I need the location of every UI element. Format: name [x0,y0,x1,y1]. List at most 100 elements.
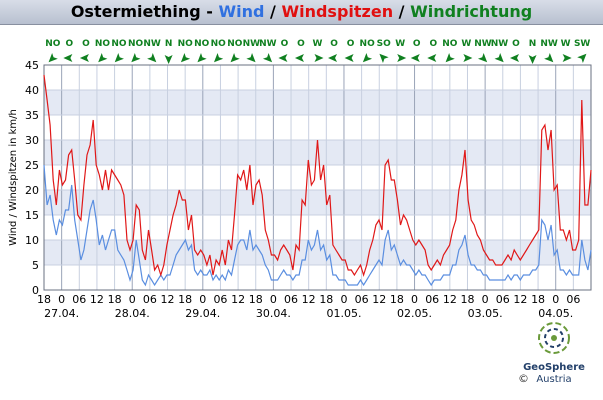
wind-direction-arrow-icon [544,53,554,63]
wind-direction-arrow-icon [230,53,240,63]
x-tick-label: 18 [460,293,474,306]
arrow-head [528,55,537,64]
wind-direction-label: NO [227,39,243,49]
copyright: © [518,372,529,385]
wind-direction-arrow-icon [278,54,288,62]
x-tick-label: 12 [372,293,386,306]
title-separator: - [200,2,219,21]
wind-direction-arrow-icon [562,54,572,62]
wind-direction-arrow-icon [79,54,89,62]
grid-band [44,90,591,115]
x-tick-label: 0 [552,293,559,306]
title-wind: Wind [218,2,265,21]
arrow-head [544,53,554,63]
wind-direction-label: NW [259,39,277,49]
arrow-head [131,53,141,63]
wind-direction-label: NW [474,39,492,49]
date-label: 28.04. [115,307,150,320]
x-tick-label: 06 [213,293,227,306]
wind-direction-arrow-icon [214,53,224,63]
arrow-head [510,54,520,62]
wind-direction-label: N [529,39,537,49]
x-tick-label: 18 [178,293,192,306]
arrow-head [494,53,504,63]
wind-direction-label: NW [243,39,261,49]
logo-name: GeoSphere [523,362,585,373]
date-label: 02.05. [397,307,432,320]
arrow-head [427,54,437,62]
wind-direction-label: W [313,39,323,49]
wind-direction-label: W [461,39,471,49]
wind-direction-label: NO [194,39,210,49]
wind-direction-arrow-icon [494,53,504,63]
x-tick-label: 18 [531,293,545,306]
arrow-head [344,54,354,62]
wind-direction-arrow-icon [114,53,124,63]
x-tick-label: 12 [161,293,175,306]
wind-direction-label: NW [491,39,509,49]
wind-direction-label: SW [574,39,590,49]
wind-direction-label: O [429,39,437,49]
x-tick-label: 12 [513,293,527,306]
x-tick-label: 18 [37,293,51,306]
wind-direction-label: NO [442,39,458,49]
wind-direction-label: NO [178,39,194,49]
y-tick-label: 10 [25,234,39,247]
wind-direction-arrow-icon [379,53,389,63]
x-tick-label: 0 [482,293,489,306]
logo-subtitle: Austria [536,374,572,385]
wind-direction-label: W [395,39,405,49]
plot-border [43,64,592,291]
x-tick-label: 0 [58,293,65,306]
x-tick-label: 0 [199,293,206,306]
wind-direction-arrow-icon [48,53,58,63]
x-tick-label: 12 [90,293,104,306]
x-tick-label: 06 [284,293,298,306]
wind-direction-arrow-icon [328,54,338,62]
wind-direction-arrow-icon [477,53,488,63]
arrow-head [230,53,240,63]
x-tick-label: 0 [411,293,418,306]
wind-direction-arrow-icon [410,54,420,62]
wind-direction-arrow-icon [510,54,520,62]
arrow-head [197,53,207,63]
wind-direction-arrow-icon [246,53,256,63]
x-tick-label: 0 [340,293,347,306]
title-direction: Windrichtung [410,2,533,21]
x-tick-label: 06 [355,293,369,306]
gust-series-line [43,74,592,278]
date-label: 01.05. [326,307,361,320]
date-label: 30.04. [256,307,291,320]
arrow-head [63,54,73,62]
arrow-head [294,54,304,62]
y-tick-label: 0 [32,284,39,297]
x-tick-label: 18 [319,293,333,306]
wind-direction-arrow-icon [463,54,473,62]
wind-direction-arrow-icon [262,53,273,63]
wind-direction-arrow-icon [131,53,141,63]
y-tick-label: 20 [25,184,39,197]
arrow-head [147,53,157,63]
arrow-head [477,53,488,63]
x-tick-label: 18 [108,293,122,306]
wind-direction-arrow-icon [180,53,191,63]
x-tick-label: 12 [302,293,316,306]
wind-direction-label: O [281,39,289,49]
title-separator: / [264,2,282,21]
wind-direction-label: NW [143,39,161,49]
arrow-head [114,53,124,63]
arrow-head [328,54,338,62]
x-tick-label: 06 [72,293,86,306]
arrow-head [180,53,191,63]
wind-direction-label: O [512,39,520,49]
wind-direction-label: NO [95,39,111,49]
wind-direction-label: NO [45,39,61,49]
x-tick-label: 0 [129,293,136,306]
arrow-head [79,54,89,62]
wind-direction-arrow-icon [362,53,373,63]
wind-direction-label: NO [111,39,127,49]
wind-direction-label: O [82,39,90,49]
x-tick-label: 06 [143,293,157,306]
arrow-head [362,53,373,63]
